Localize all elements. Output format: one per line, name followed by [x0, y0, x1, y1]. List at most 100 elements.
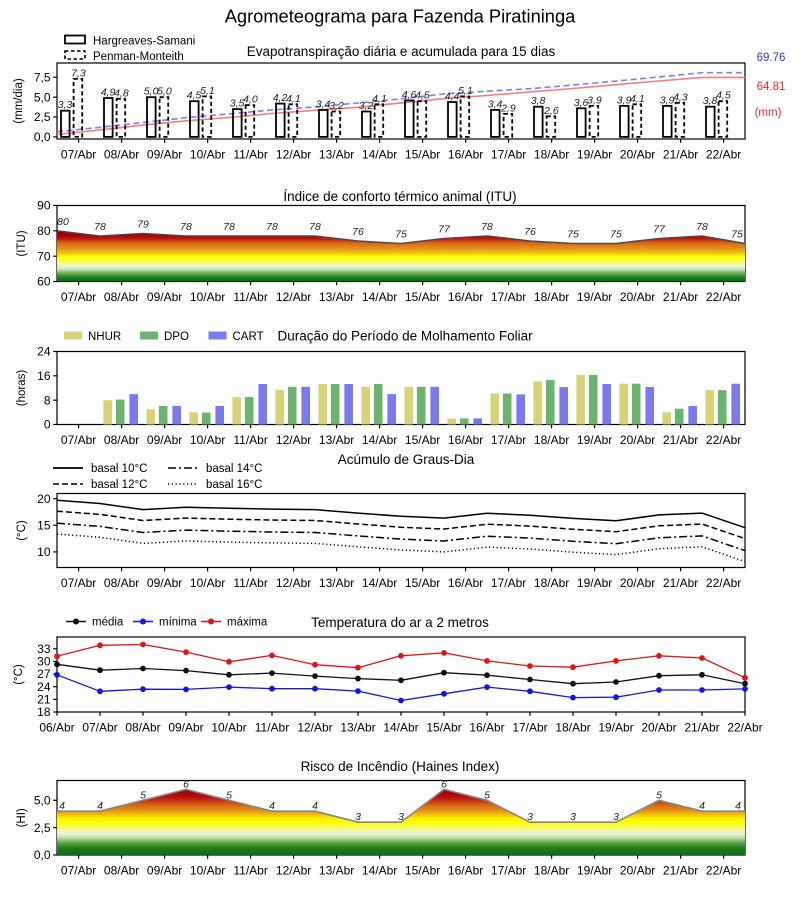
svg-text:CART: CART: [233, 331, 264, 343]
svg-text:3,2: 3,2: [359, 100, 374, 112]
svg-text:(HI): (HI): [16, 808, 28, 827]
svg-text:33: 33: [37, 642, 51, 656]
svg-text:3,8: 3,8: [531, 95, 546, 107]
svg-text:4,4: 4,4: [445, 91, 460, 103]
svg-text:16: 16: [37, 369, 51, 383]
svg-text:(ITU): (ITU): [16, 230, 28, 256]
svg-text:11/Abr: 11/Abr: [233, 148, 267, 162]
svg-text:10/Abr: 10/Abr: [190, 433, 225, 447]
svg-text:4,8: 4,8: [114, 87, 129, 99]
svg-text:24: 24: [37, 680, 51, 694]
svg-text:(mm/dia): (mm/dia): [13, 78, 25, 124]
svg-text:70: 70: [37, 249, 51, 263]
svg-text:21/Abr: 21/Abr: [684, 721, 719, 735]
svg-text:2,5: 2,5: [34, 821, 51, 835]
svg-text:máxima: máxima: [227, 617, 268, 629]
svg-text:2,5: 2,5: [34, 110, 51, 124]
svg-text:4,0: 4,0: [243, 94, 258, 106]
svg-text:3,3: 3,3: [58, 99, 73, 111]
svg-text:mínima: mínima: [159, 617, 197, 629]
svg-text:09/Abr: 09/Abr: [147, 433, 182, 447]
svg-text:18/Abr: 18/Abr: [534, 148, 569, 162]
svg-text:16/Abr: 16/Abr: [448, 290, 483, 304]
svg-text:20: 20: [37, 492, 51, 506]
svg-text:4: 4: [97, 800, 103, 812]
svg-text:75: 75: [567, 229, 579, 241]
svg-text:(°C): (°C): [13, 664, 25, 685]
svg-text:(°C): (°C): [16, 520, 28, 541]
svg-text:17/Abr: 17/Abr: [491, 148, 526, 162]
svg-text:3: 3: [613, 811, 619, 823]
svg-text:5: 5: [656, 789, 662, 801]
svg-text:12/Abr: 12/Abr: [276, 864, 311, 878]
svg-text:77: 77: [438, 223, 451, 235]
svg-text:78: 78: [180, 221, 192, 233]
svg-text:08/Abr: 08/Abr: [104, 290, 139, 304]
svg-text:19/Abr: 19/Abr: [598, 721, 633, 735]
svg-text:77: 77: [653, 223, 666, 235]
svg-text:6: 6: [441, 778, 447, 790]
svg-text:76: 76: [352, 226, 364, 238]
svg-text:06/Abr: 06/Abr: [39, 721, 74, 735]
svg-text:14/Abr: 14/Abr: [362, 576, 397, 590]
svg-text:Acúmulo de Graus-Dia: Acúmulo de Graus-Dia: [338, 452, 475, 467]
svg-text:16/Abr: 16/Abr: [448, 864, 483, 878]
svg-text:4,9: 4,9: [101, 87, 116, 99]
svg-text:19/Abr: 19/Abr: [577, 864, 612, 878]
svg-text:20/Abr: 20/Abr: [620, 576, 655, 590]
svg-text:5: 5: [484, 789, 490, 801]
svg-text:17/Abr: 17/Abr: [491, 576, 526, 590]
svg-text:10/Abr: 10/Abr: [190, 290, 225, 304]
svg-text:3,5: 3,5: [230, 98, 245, 110]
svg-text:15: 15: [37, 519, 51, 533]
svg-text:07/Abr: 07/Abr: [61, 148, 96, 162]
svg-text:60: 60: [37, 275, 51, 289]
svg-text:3: 3: [398, 811, 404, 823]
svg-text:3,8: 3,8: [703, 95, 718, 107]
svg-text:11/Abr: 11/Abr: [233, 433, 267, 447]
svg-text:17/Abr: 17/Abr: [491, 290, 526, 304]
svg-text:75: 75: [610, 229, 622, 241]
svg-text:17/Abr: 17/Abr: [491, 864, 526, 878]
svg-text:80: 80: [37, 224, 51, 238]
svg-text:3,9: 3,9: [617, 94, 632, 106]
svg-text:11/Abr: 11/Abr: [233, 290, 267, 304]
svg-text:10/Abr: 10/Abr: [190, 148, 225, 162]
svg-text:11/Abr: 11/Abr: [233, 576, 267, 590]
svg-text:09/Abr: 09/Abr: [147, 576, 182, 590]
svg-text:Penman-Monteith: Penman-Monteith: [93, 51, 184, 63]
svg-text:08/Abr: 08/Abr: [104, 433, 139, 447]
svg-text:15/Abr: 15/Abr: [405, 433, 440, 447]
svg-text:12/Abr: 12/Abr: [276, 576, 311, 590]
svg-text:3,4: 3,4: [488, 98, 503, 110]
svg-text:basal 14°C: basal 14°C: [206, 463, 262, 475]
svg-text:0: 0: [44, 418, 51, 432]
svg-text:8: 8: [44, 393, 51, 407]
svg-text:4: 4: [269, 800, 275, 812]
svg-text:09/Abr: 09/Abr: [147, 864, 182, 878]
svg-text:7,5: 7,5: [34, 71, 51, 85]
svg-text:12/Abr: 12/Abr: [276, 433, 311, 447]
svg-text:3,2: 3,2: [329, 100, 344, 112]
svg-text:21/Abr: 21/Abr: [663, 148, 698, 162]
svg-text:5,1: 5,1: [200, 85, 215, 97]
svg-text:15/Abr: 15/Abr: [405, 576, 440, 590]
svg-text:4: 4: [699, 800, 705, 812]
svg-text:22/Abr: 22/Abr: [706, 433, 741, 447]
svg-text:4: 4: [312, 800, 318, 812]
svg-text:4: 4: [735, 800, 741, 812]
svg-text:10/Abr: 10/Abr: [190, 864, 225, 878]
svg-text:14/Abr: 14/Abr: [362, 433, 397, 447]
svg-text:12/Abr: 12/Abr: [276, 290, 311, 304]
svg-text:78: 78: [481, 221, 493, 233]
svg-text:13/Abr: 13/Abr: [319, 864, 354, 878]
svg-text:78: 78: [223, 221, 235, 233]
svg-text:22/Abr: 22/Abr: [706, 864, 741, 878]
svg-text:22/Abr: 22/Abr: [706, 576, 741, 590]
svg-text:5,0: 5,0: [34, 90, 51, 104]
svg-text:20/Abr: 20/Abr: [620, 148, 655, 162]
svg-text:21/Abr: 21/Abr: [663, 433, 698, 447]
svg-text:13/Abr: 13/Abr: [319, 433, 354, 447]
svg-text:13/Abr: 13/Abr: [319, 576, 354, 590]
svg-text:4,1: 4,1: [286, 93, 301, 105]
